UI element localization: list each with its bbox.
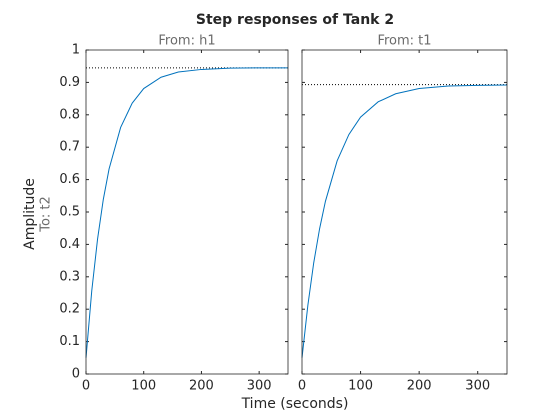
x-tick-label: 200	[189, 379, 214, 394]
output-label: To: t2	[39, 196, 54, 233]
response-line	[301, 84, 508, 358]
y-tick-label: 0.4	[59, 237, 80, 252]
y-tick-label: 0.3	[59, 269, 80, 284]
y-tick-label: 0.5	[59, 205, 80, 220]
y-tick-label: 0.2	[59, 302, 80, 317]
x-tick-label: 300	[247, 379, 272, 394]
y-tick-label: 0.8	[59, 107, 80, 122]
axes-background	[86, 50, 288, 374]
x-axis-label: Time (seconds)	[241, 396, 349, 412]
axes-box	[85, 49, 289, 375]
x-tick-label: 200	[407, 379, 432, 394]
subplot-title: From: h1	[158, 34, 215, 49]
y-tick-label: 1	[72, 43, 80, 58]
x-tick-label: 300	[465, 379, 490, 394]
figure-title: Step responses of Tank 2	[196, 12, 394, 28]
y-tick-label: 0.1	[59, 334, 80, 349]
x-tick-label: 100	[131, 379, 156, 394]
x-tick-label: 0	[298, 379, 306, 394]
y-tick-label: 0	[72, 367, 80, 382]
y-tick-label: 0.6	[59, 172, 80, 187]
axes-background	[302, 50, 507, 374]
x-tick-label: 0	[82, 379, 90, 394]
x-tick-label: 100	[348, 379, 373, 394]
axes-box	[301, 49, 508, 375]
y-tick-label: 0.7	[59, 140, 80, 155]
y-tick-label: 0.9	[59, 75, 80, 90]
y-axis-label: Amplitude	[22, 178, 38, 250]
subplot-title: From: t1	[377, 34, 431, 49]
response-line	[85, 67, 288, 358]
